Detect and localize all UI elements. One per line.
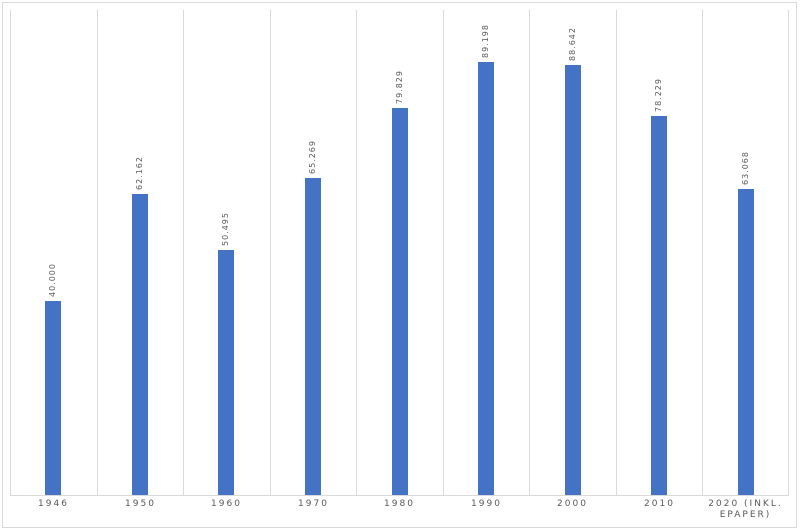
value-label: 63.068	[741, 151, 750, 185]
gridline	[443, 10, 444, 495]
gridline	[529, 10, 530, 495]
x-axis-label: 1950	[125, 499, 156, 509]
value-label: 40.000	[48, 263, 57, 297]
bar-2000	[565, 65, 581, 495]
value-label: 88.642	[568, 27, 577, 61]
gridline	[97, 10, 98, 495]
gridline	[616, 10, 617, 495]
x-axis-label: 2010	[644, 499, 675, 509]
value-label: 62.162	[135, 156, 144, 190]
gridline	[270, 10, 271, 495]
gridline	[183, 10, 184, 495]
gridline	[356, 10, 357, 495]
bar-2010	[651, 116, 667, 495]
x-axis-label: 2020 (INKL. EPAPER)	[708, 499, 783, 520]
x-axis-label: 2000	[557, 499, 588, 509]
gridline	[788, 10, 789, 495]
value-label: 89.198	[481, 24, 490, 58]
gridline	[702, 10, 703, 495]
x-axis-label: 1960	[211, 499, 242, 509]
bar-2020 (INKL. EPAPER)	[738, 189, 754, 495]
value-label: 79.829	[395, 70, 404, 104]
bar-1950	[132, 194, 148, 495]
bar-1980	[392, 108, 408, 495]
x-axis-label: 1980	[384, 499, 415, 509]
x-axis: 1946 1950 1960 1970 1980 1990 2000 2010 2020 (IN…	[10, 499, 789, 525]
x-axis-label: 1990	[471, 499, 502, 509]
gridline	[10, 10, 11, 495]
bar-1946	[45, 301, 61, 495]
bar-1990	[478, 62, 494, 495]
value-label: 50.495	[221, 212, 230, 246]
plot-area: 40.000 62.162 50.495 65.269 79.829 89.198 88.6…	[10, 10, 789, 496]
x-axis-label: 1946	[38, 499, 69, 509]
bar-1970	[305, 178, 321, 495]
value-label: 65.269	[308, 140, 317, 174]
bar-1960	[218, 250, 234, 495]
value-label: 78.229	[654, 78, 663, 112]
x-axis-label: 1970	[298, 499, 329, 509]
